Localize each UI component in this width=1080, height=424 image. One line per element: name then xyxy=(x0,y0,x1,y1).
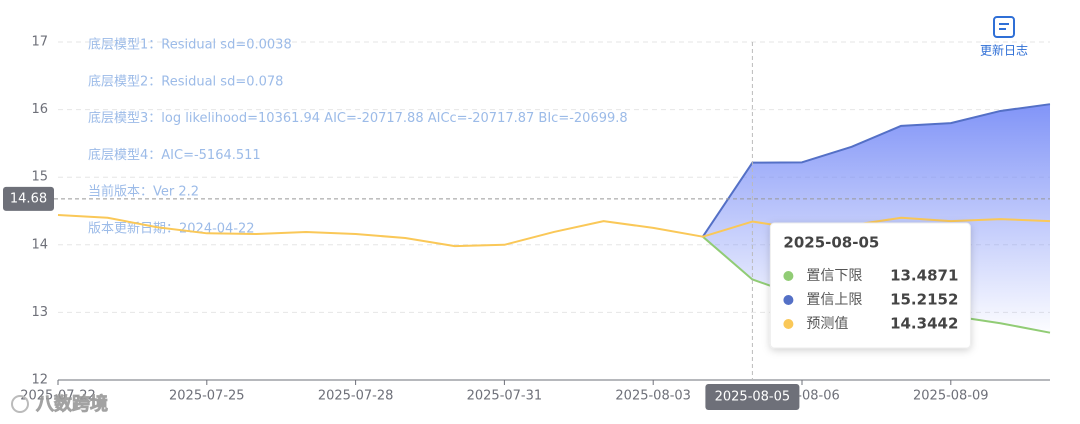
x-tick-label: 2025-08-03 xyxy=(615,389,691,404)
legend-dot xyxy=(783,319,794,329)
tooltip-value: 13.4871 xyxy=(890,267,958,285)
x-tick-label: 2025-07-28 xyxy=(318,389,394,404)
y-tick-label: 15 xyxy=(31,170,48,185)
x-tick-label: 2025-07-22 xyxy=(20,389,96,404)
x-tick-label: 2025-07-31 xyxy=(467,389,543,404)
legend-dot xyxy=(783,271,794,281)
tooltip xyxy=(769,222,971,349)
annotation: 底层模型2：Residual sd=0.078 xyxy=(88,73,283,89)
series-line xyxy=(701,103,1051,238)
watermark: 八数跨境 xyxy=(36,393,108,415)
button-icon xyxy=(993,16,1015,38)
x-tick-label: 2025-07-25 xyxy=(169,389,245,404)
series-line xyxy=(57,214,1051,248)
legend-dot xyxy=(783,295,794,305)
y-tick-label: 12 xyxy=(31,373,48,388)
y-tick-label: 13 xyxy=(31,305,48,320)
tooltip-value: 15.2152 xyxy=(890,291,958,309)
annotation: 底层模型3：log likelihood=10361.94 AIC=-20717… xyxy=(88,110,628,126)
pointer-label-y: 14.68 xyxy=(10,191,47,206)
pointer-label-x: 2025-08-05 xyxy=(715,390,791,405)
x-tick-label: 2025-08-09 xyxy=(913,389,989,404)
tooltip-value: 14.3442 xyxy=(890,315,958,333)
legend-name: 置信下限 xyxy=(806,268,862,284)
y-tick-label: 17 xyxy=(31,35,48,50)
legend-name: 置信上限 xyxy=(806,292,862,308)
pointer-label-box xyxy=(3,186,54,211)
annotation: 底层模型1：Residual sd=0.0038 xyxy=(88,37,292,53)
pointer-label-box xyxy=(705,384,800,410)
toolbar-button[interactable]: 更新日志 xyxy=(980,16,1028,58)
annotation: 当前版本：Ver 2.2 xyxy=(88,184,199,200)
watermark-logo xyxy=(11,395,29,413)
tooltip-title: 2025-08-05 xyxy=(783,234,879,252)
annotation: 底层模型4：AIC=-5164.511 xyxy=(88,147,261,163)
y-tick-label: 14 xyxy=(31,237,48,252)
button-label[interactable]: 更新日志 xyxy=(980,43,1028,58)
legend-name: 预测值 xyxy=(806,316,848,332)
y-tick-label: 16 xyxy=(31,102,48,117)
